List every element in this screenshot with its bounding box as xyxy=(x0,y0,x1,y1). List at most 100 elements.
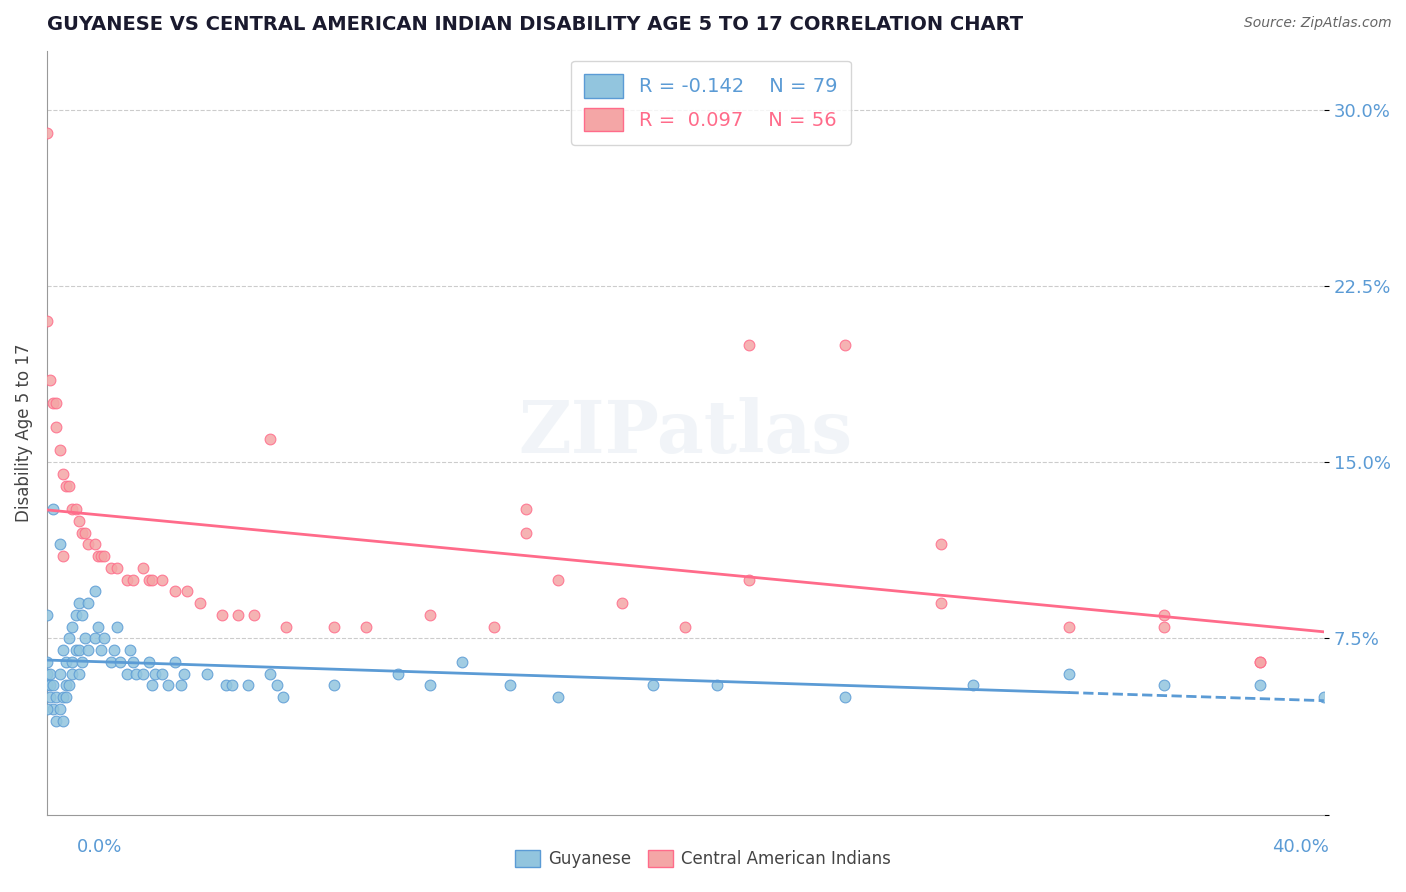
Point xyxy=(1249,678,1271,692)
Point xyxy=(35,607,58,622)
Point xyxy=(83,584,105,599)
Point xyxy=(35,702,58,716)
Point xyxy=(45,396,67,410)
Point xyxy=(103,643,125,657)
Point xyxy=(451,655,474,669)
Point xyxy=(499,678,522,692)
Point xyxy=(52,467,75,481)
Point xyxy=(221,678,243,692)
Text: 0.0%: 0.0% xyxy=(77,838,122,855)
Point xyxy=(419,678,441,692)
Point xyxy=(42,502,65,516)
Point xyxy=(67,643,90,657)
Point xyxy=(323,619,346,633)
Point xyxy=(87,619,110,633)
Point xyxy=(52,643,75,657)
Point xyxy=(673,619,696,633)
Point xyxy=(236,678,259,692)
Point xyxy=(962,678,984,692)
Point xyxy=(643,678,665,692)
Point xyxy=(48,702,70,716)
Point xyxy=(52,690,75,704)
Point xyxy=(150,666,173,681)
Point xyxy=(163,655,186,669)
Point xyxy=(77,596,100,610)
Point xyxy=(482,619,505,633)
Point xyxy=(141,678,163,692)
Point xyxy=(62,502,84,516)
Point xyxy=(115,573,138,587)
Point xyxy=(122,655,145,669)
Point xyxy=(105,619,128,633)
Text: Source: ZipAtlas.com: Source: ZipAtlas.com xyxy=(1244,16,1392,29)
Point xyxy=(65,502,87,516)
Point xyxy=(83,632,105,646)
Point xyxy=(323,678,346,692)
Point xyxy=(170,678,193,692)
Point xyxy=(45,419,67,434)
Point xyxy=(738,573,761,587)
Point xyxy=(266,678,288,692)
Point xyxy=(110,655,132,669)
Point xyxy=(228,607,250,622)
Point xyxy=(58,632,80,646)
Point xyxy=(215,678,238,692)
Point xyxy=(1249,655,1271,669)
Point xyxy=(83,537,105,551)
Point xyxy=(35,655,58,669)
Point xyxy=(131,666,153,681)
Text: 40.0%: 40.0% xyxy=(1272,838,1329,855)
Point xyxy=(145,666,167,681)
Point xyxy=(48,443,70,458)
Point xyxy=(42,396,65,410)
Point xyxy=(75,632,97,646)
Point xyxy=(354,619,377,633)
Text: GUYANESE VS CENTRAL AMERICAN INDIAN DISABILITY AGE 5 TO 17 CORRELATION CHART: GUYANESE VS CENTRAL AMERICAN INDIAN DISA… xyxy=(46,15,1024,34)
Legend: Guyanese, Central American Indians: Guyanese, Central American Indians xyxy=(508,843,898,875)
Point xyxy=(131,561,153,575)
Point xyxy=(276,619,298,633)
Point xyxy=(1153,619,1175,633)
Point xyxy=(58,478,80,492)
Point xyxy=(35,666,58,681)
Point xyxy=(70,525,93,540)
Point xyxy=(1249,655,1271,669)
Point xyxy=(515,502,537,516)
Point xyxy=(55,655,77,669)
Point xyxy=(62,666,84,681)
Point xyxy=(738,337,761,351)
Point xyxy=(58,678,80,692)
Point xyxy=(157,678,180,692)
Point xyxy=(62,619,84,633)
Point xyxy=(100,655,122,669)
Point xyxy=(93,549,115,563)
Point xyxy=(39,666,62,681)
Point xyxy=(387,666,409,681)
Point xyxy=(163,584,186,599)
Point xyxy=(93,632,115,646)
Point xyxy=(118,643,141,657)
Point xyxy=(42,702,65,716)
Point xyxy=(706,678,728,692)
Point xyxy=(70,607,93,622)
Point xyxy=(77,537,100,551)
Point xyxy=(195,666,218,681)
Point xyxy=(39,690,62,704)
Point xyxy=(42,678,65,692)
Point xyxy=(45,690,67,704)
Point xyxy=(115,666,138,681)
Point xyxy=(55,478,77,492)
Point xyxy=(35,678,58,692)
Point xyxy=(55,678,77,692)
Y-axis label: Disability Age 5 to 17: Disability Age 5 to 17 xyxy=(15,343,32,522)
Point xyxy=(65,607,87,622)
Point xyxy=(100,561,122,575)
Point xyxy=(39,373,62,387)
Point xyxy=(52,549,75,563)
Point xyxy=(39,678,62,692)
Point xyxy=(610,596,633,610)
Point xyxy=(138,655,160,669)
Legend: R = -0.142    N = 79, R =  0.097    N = 56: R = -0.142 N = 79, R = 0.097 N = 56 xyxy=(571,61,851,145)
Point xyxy=(87,549,110,563)
Point xyxy=(35,126,58,140)
